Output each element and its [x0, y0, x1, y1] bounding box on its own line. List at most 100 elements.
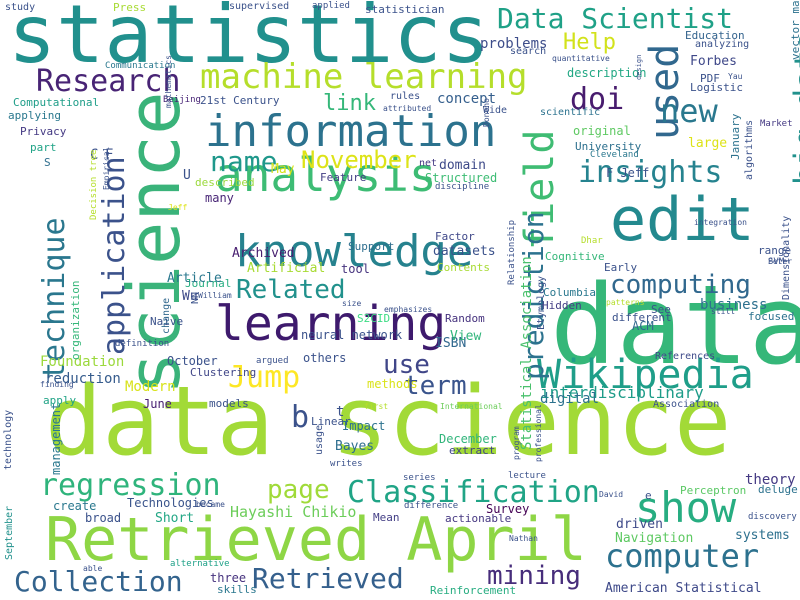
word-attributed: attributed	[383, 104, 432, 113]
word-large: large	[688, 136, 728, 151]
word-privacy: Privacy	[20, 125, 67, 138]
word-foundation: Foundation	[40, 354, 125, 370]
word-management: management	[49, 402, 63, 475]
word-communication: Communication	[105, 61, 176, 71]
word-datasets: datasets	[433, 244, 496, 259]
word-isbn: ISBN	[435, 336, 467, 351]
word-american-statistical: American Statistical	[605, 581, 762, 596]
word-show: show	[635, 483, 737, 532]
word-jeff: Jeff	[168, 203, 188, 212]
word-help: Help	[563, 30, 616, 55]
word-usage: usage	[314, 424, 325, 455]
word-others: others	[303, 351, 347, 365]
word-part: part	[30, 141, 57, 154]
word-interdisciplinary: interdisciplinary	[540, 383, 704, 402]
word-described: described	[195, 176, 255, 189]
word-mean: Mean	[373, 511, 400, 524]
word-mathematics: mathematics	[164, 55, 173, 108]
word-modern: Modern	[125, 379, 176, 395]
word-focused: focused	[748, 310, 795, 323]
word-change: change	[161, 297, 172, 334]
word-regression: regression	[40, 468, 221, 503]
word-dimensionality: Dimensionality	[781, 215, 792, 300]
word-university: University	[575, 140, 642, 153]
word-artificial: Artificial	[247, 261, 326, 276]
word-vector-machine: vector machine	[789, 0, 800, 60]
word-f-jeff: F Jeff	[606, 166, 650, 180]
word-search: search	[510, 46, 547, 57]
word-b: b	[291, 400, 310, 435]
word-integration: integration	[694, 218, 747, 227]
word-able: able	[83, 564, 103, 573]
word-logistic: Logistic	[690, 81, 743, 94]
word-yau: Yau	[728, 72, 743, 81]
word-november: November	[301, 146, 417, 174]
word-many: many	[205, 191, 234, 205]
word-empirical: Empirical	[102, 146, 111, 190]
word-21st-century: 21st Century	[200, 94, 280, 107]
word-wikipedia: Wikipedia	[537, 352, 754, 398]
word-discovery: discovery	[748, 512, 797, 522]
word-u: U	[183, 168, 191, 183]
word-june: June	[143, 397, 172, 411]
word-study: study	[5, 2, 36, 13]
word-models: models	[209, 397, 249, 410]
word-machine-learning: machine learning	[200, 57, 528, 97]
word-term: term	[404, 371, 467, 401]
word-association: Association	[653, 399, 720, 410]
word-decision-tree: Decision tree	[89, 149, 99, 220]
word-archived: Archived	[232, 246, 295, 261]
word-computer: computer	[605, 537, 760, 575]
word-systems: systems	[735, 528, 790, 543]
word-finding: finding	[40, 380, 74, 389]
word-deluge: deluge	[758, 483, 798, 496]
word-apply: apply	[43, 394, 77, 407]
word-size: size	[342, 299, 362, 308]
word-net: net	[419, 158, 438, 169]
word-cognitive: Cognitive	[545, 250, 605, 263]
word-hayashi-chikio: Hayashi Chikio	[230, 503, 357, 521]
word-argued: argued	[256, 356, 289, 366]
word-october: October	[167, 354, 218, 368]
word-classification: Classification	[347, 475, 600, 510]
word-donoho: Donoho	[482, 98, 491, 127]
word-references: References	[655, 351, 716, 362]
word-perceptron: Perceptron	[680, 484, 747, 497]
word-data: data	[550, 261, 800, 389]
word-computing: computing	[610, 270, 751, 300]
word-algorithms: algorithms	[744, 119, 755, 180]
word-insights: insights	[578, 155, 723, 190]
word-rules: rules	[390, 91, 421, 102]
word-t: t	[336, 404, 345, 420]
word-david: David	[599, 490, 624, 499]
word-program: program	[512, 426, 521, 460]
word-supervised: supervised	[229, 1, 290, 12]
word-quantitative: quantitative	[552, 54, 610, 63]
word-use: use	[383, 350, 430, 380]
word-design: design	[635, 54, 643, 80]
word-s2cid: S2CID	[357, 312, 391, 325]
word-jump: Jump	[228, 360, 301, 395]
word-edit: edit	[610, 185, 755, 255]
word-difference: difference	[404, 501, 459, 511]
word-svm: SVM	[768, 257, 785, 267]
word-hidden: Hidden	[542, 299, 582, 312]
word-etymology: Etymology	[536, 275, 547, 330]
word-data-science: data science	[45, 367, 732, 477]
word-concept: concept	[437, 91, 497, 107]
word-relationship: Relationship	[507, 219, 517, 285]
word-research: Research	[36, 64, 181, 99]
word-extract: extract	[449, 444, 496, 457]
word-dhar: Dhar	[581, 236, 603, 246]
word-different: different	[612, 311, 672, 324]
word-mining: mining	[487, 561, 581, 591]
word-organization: organization	[69, 280, 82, 360]
word-wu: Wu	[182, 289, 198, 304]
word-reduction: reduction	[45, 371, 121, 387]
word-short: Short	[155, 511, 195, 526]
word-writes: writes	[330, 459, 363, 469]
word-original: original	[573, 124, 631, 138]
word-statistician: statistician	[365, 3, 445, 16]
word-emphasizes: emphasizes	[384, 305, 433, 314]
